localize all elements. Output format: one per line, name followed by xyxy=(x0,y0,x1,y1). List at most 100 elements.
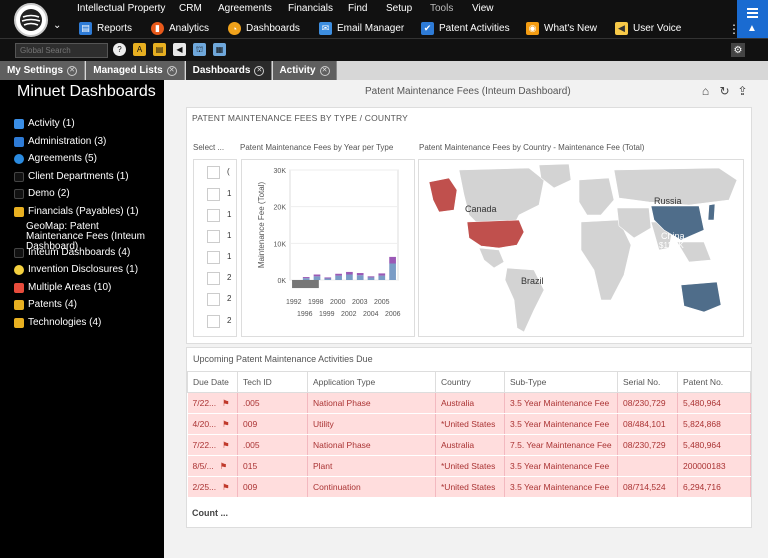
org-chart-icon[interactable]: ⛫ xyxy=(193,43,206,56)
column-header-tech-id[interactable]: Tech ID xyxy=(237,371,308,393)
side-panel-toggle[interactable]: ▲ xyxy=(737,0,768,38)
tab-my-settings[interactable]: My Settings ✕ xyxy=(0,61,85,80)
chevron-down-icon[interactable]: ⌄ xyxy=(53,20,62,31)
help-icon[interactable]: ? xyxy=(113,43,126,56)
x-tick-label: 2003 xyxy=(352,299,368,306)
table-cell: *United States xyxy=(435,476,505,498)
hamburger-icon xyxy=(747,8,758,10)
sidebar-item-inteum-dashboards[interactable]: Inteum Dashboards (4) xyxy=(14,247,130,258)
menu-user-voice[interactable]: ◀ User Voice xyxy=(615,22,681,35)
select-checkbox[interactable] xyxy=(207,166,220,179)
table-cell: 8/5/... ⚑ xyxy=(187,455,238,477)
select-checkbox[interactable] xyxy=(207,315,220,328)
sidebar-item-agreements[interactable]: Agreements (5) xyxy=(14,153,97,164)
close-icon[interactable]: ✕ xyxy=(166,65,177,76)
flag-icon: ⚑ xyxy=(222,397,230,408)
table-row[interactable]: 4/20... ⚑ 009 Utility *United States 3.5 Year… xyxy=(187,413,751,435)
menu-intellectual-property[interactable]: Intellectual Property xyxy=(77,3,166,14)
app-logo-icon[interactable] xyxy=(14,3,48,37)
table-cell: 7/22... ⚑ xyxy=(187,392,238,414)
announcement-icon[interactable]: ◀ xyxy=(173,43,186,56)
home-icon[interactable]: ⌂ xyxy=(701,83,710,98)
map-label-china: China xyxy=(661,231,685,241)
menu-find[interactable]: Find xyxy=(348,3,368,14)
table-row[interactable]: 2/25... ⚑ 009 Continuation *United States 3.5… xyxy=(187,476,751,498)
patent-activities-icon: ✔ xyxy=(421,22,434,35)
close-icon[interactable]: ✕ xyxy=(319,65,330,76)
sidebar-item-invention-disclosures[interactable]: Invention Disclosures (1) xyxy=(14,264,138,275)
table-cell: 5,824,868 xyxy=(677,413,751,435)
column-header-serial-no[interactable]: Serial No. xyxy=(617,371,678,393)
menu-tools[interactable]: Tools xyxy=(430,3,454,14)
menu-email-manager[interactable]: ✉ Email Manager xyxy=(319,22,404,35)
menu-view[interactable]: View xyxy=(472,3,494,14)
select-checkbox[interactable] xyxy=(207,209,220,222)
sidebar-item-patents[interactable]: Patents (4) xyxy=(14,299,77,310)
bar-chart-panel: 0K 10K 20K 30K Maintenance Fee (Total) 1992 19… xyxy=(241,159,415,337)
global-search-input[interactable] xyxy=(15,43,108,58)
menu-whats-new[interactable]: ◉ What's New xyxy=(526,22,597,35)
tab-dashboards[interactable]: Dashboards ✕ xyxy=(186,61,272,80)
menu-setup[interactable]: Setup xyxy=(386,3,413,14)
calculator-icon[interactable]: ▦ xyxy=(213,43,226,56)
select-checkbox[interactable] xyxy=(207,251,220,264)
menu-patent-activities[interactable]: ✔ Patent Activities xyxy=(421,22,510,35)
menu-dashboards-label: Dashboards xyxy=(246,23,300,34)
menu-crm[interactable]: CRM xyxy=(179,3,202,14)
sidebar-item-financials[interactable]: Financials (Payables) (1) xyxy=(14,206,139,217)
column-header-due-date[interactable]: Due Date xyxy=(187,371,238,393)
column-header-sub-type[interactable]: Sub-Type xyxy=(504,371,618,393)
table-row[interactable]: 7/22... ⚑ .005 National Phase Australia 3.5 Y… xyxy=(187,392,751,414)
column-header-application-type[interactable]: Application Type xyxy=(307,371,436,393)
close-icon[interactable]: ✕ xyxy=(67,65,78,76)
close-icon[interactable]: ✕ xyxy=(254,65,265,76)
select-checkbox[interactable] xyxy=(207,230,220,243)
select-checkbox[interactable] xyxy=(207,188,220,201)
table-cell: 3.5 Year Maintenance Fee xyxy=(504,392,618,414)
sidebar-item-geomap[interactable]: GeoMap: Patent Maintenance Fees (Inteum … xyxy=(26,222,156,252)
sidebar-item-multiple-areas[interactable]: Multiple Areas (10) xyxy=(14,282,111,293)
menu-agreements[interactable]: Agreements xyxy=(218,3,272,14)
rss-icon: ◉ xyxy=(526,22,539,35)
y-tick-label: 30K xyxy=(274,168,287,175)
refresh-icon[interactable]: ↻ xyxy=(719,83,730,98)
cell-value: *United States xyxy=(441,482,496,492)
card-title: Upcoming Patent Maintenance Activities D… xyxy=(193,354,373,364)
table-row[interactable]: 7/22... ⚑ .005 National Phase Australia 7.5. … xyxy=(187,434,751,456)
cell-value: 7/22... xyxy=(192,397,217,408)
sidebar-item-technologies[interactable]: Technologies (4) xyxy=(14,317,101,328)
gear-icon[interactable]: ⚙ xyxy=(731,43,745,57)
menu-dashboards[interactable]: ◔ Dashboards xyxy=(228,22,300,35)
cell-value: 08/230,729 xyxy=(623,398,666,408)
sidebar-item-administration[interactable]: Administration (3) xyxy=(14,136,106,147)
card-title: PATENT MAINTENANCE FEES BY TYPE / COUNTR… xyxy=(192,113,409,123)
map-label-china-value: $11.4K xyxy=(659,241,684,250)
select-checkbox[interactable] xyxy=(207,293,220,306)
sidebar-item-activity[interactable]: Activity (1) xyxy=(14,118,75,129)
map-region-africa xyxy=(580,219,632,301)
bar xyxy=(324,278,332,280)
menu-financials[interactable]: Financials xyxy=(288,3,334,14)
table-cell: 5,480,964 xyxy=(677,392,751,414)
table-cell: Utility xyxy=(307,413,436,435)
notes-icon[interactable]: ▤ xyxy=(153,43,166,56)
cell-value: *United States xyxy=(441,419,496,429)
tab-activity[interactable]: Activity ✕ xyxy=(273,61,337,80)
menu-analytics[interactable]: ▮ Analytics xyxy=(151,22,209,35)
table-row[interactable]: 8/5/... ⚑ 015 Plant *United States 3.5 Year M… xyxy=(187,455,751,477)
menu-user-voice-label: User Voice xyxy=(633,23,682,34)
table-body: 7/22... ⚑ .005 National Phase Australia 3.5 Y… xyxy=(187,392,751,498)
sidebar-item-client-departments[interactable]: Client Departments (1) xyxy=(14,171,129,182)
tab-managed-lists[interactable]: Managed Lists ✕ xyxy=(86,61,185,80)
select-checkbox[interactable] xyxy=(207,272,220,285)
world-map[interactable]: Canada Russia China $11.4K Brazil xyxy=(419,160,743,336)
menu-reports[interactable]: ▤ Reports xyxy=(79,22,132,35)
column-header-patent-no[interactable]: Patent No. xyxy=(677,371,751,393)
column-header-country[interactable]: Country xyxy=(435,371,505,393)
flag-icon: ⚑ xyxy=(219,460,228,471)
table-cell: .005 xyxy=(237,392,308,414)
sidebar-item-demo[interactable]: Demo (2) xyxy=(14,188,70,199)
share-icon[interactable]: ⇪ xyxy=(737,83,748,98)
font-size-icon[interactable]: A xyxy=(133,43,146,56)
bar-chart[interactable]: 0K 10K 20K 30K Maintenance Fee (Total) 1992 19… xyxy=(242,160,414,336)
